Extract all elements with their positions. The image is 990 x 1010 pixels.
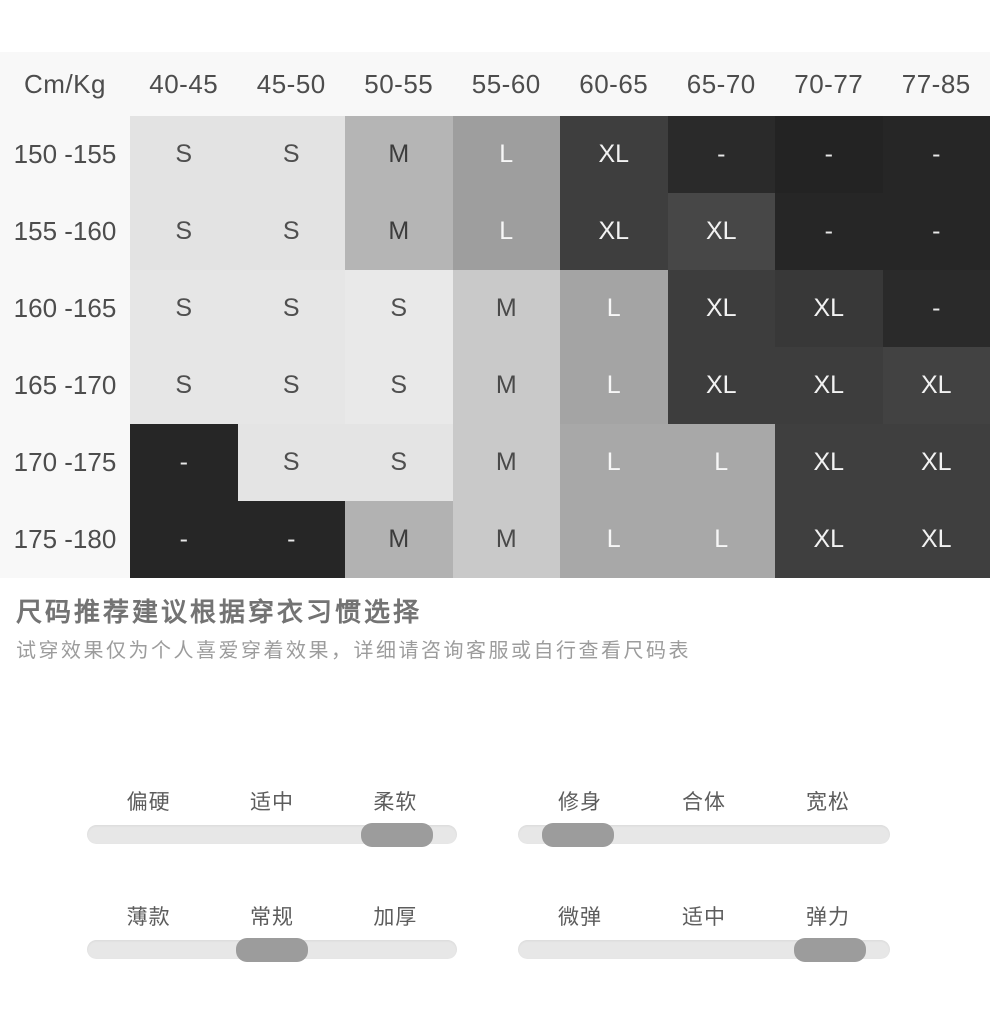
size-cell: S (237, 270, 345, 347)
size-cell: XL (775, 347, 883, 424)
size-cell: XL (882, 347, 990, 424)
size-cell: L (560, 424, 668, 501)
size-cell: XL (775, 424, 883, 501)
slider-label: 薄款 (126, 906, 171, 929)
size-cell: M (345, 501, 453, 578)
slider-fit-track[interactable] (518, 823, 890, 847)
weight-header: 65-70 (686, 68, 756, 99)
size-cell: - (130, 424, 238, 501)
slider-label: 常规 (249, 906, 294, 929)
slider-elasticity: 微弹 适中 弹力 (518, 901, 890, 962)
size-cell: M (452, 501, 560, 578)
size-cell: S (237, 347, 345, 424)
slider-fit-labels: 修身 合体 宽松 (518, 786, 890, 816)
slider-label: 宽松 (806, 791, 850, 814)
size-cell: XL (882, 501, 990, 578)
weight-header: 70-77 (794, 68, 864, 99)
size-note-subtitle: 试穿效果仅为个人喜爱穿着效果，详细请咨询客服或自行查看尺码表 (16, 640, 691, 662)
slider-hardness-track[interactable] (87, 823, 457, 847)
size-cell: S (237, 193, 345, 270)
size-cell: M (452, 347, 560, 424)
height-label: 175 -180 (13, 524, 117, 554)
size-cell: M (452, 424, 560, 501)
height-label: 155 -160 (13, 216, 117, 246)
size-cell: - (775, 193, 883, 270)
size-cell: - (237, 501, 345, 578)
slider-label: 柔软 (373, 791, 418, 814)
weight-header: 60-65 (579, 68, 649, 99)
slider-label: 偏硬 (126, 791, 171, 814)
size-cell: XL (775, 270, 883, 347)
slider-label: 微弹 (558, 906, 602, 929)
weight-header: 40-45 (149, 68, 219, 99)
size-cell: - (667, 116, 775, 193)
size-table-section: Cm/Kg 40-45 45-50 50-55 55-60 60-65 65-70 70-77… (0, 52, 990, 578)
size-cell: S (345, 424, 453, 501)
slider-hardness-labels: 偏硬 适中 柔软 (87, 786, 457, 816)
size-cell: S (130, 116, 238, 193)
size-cell: S (345, 347, 453, 424)
size-cell: XL (667, 270, 775, 347)
size-cell: S (237, 424, 345, 501)
slider-hardness-thumb[interactable] (361, 823, 433, 847)
size-cell: L (667, 424, 775, 501)
size-cell: M (345, 193, 453, 270)
size-note-title: 尺码推荐建议根据穿衣习惯选择 (16, 597, 423, 627)
slider-thickness-thumb[interactable] (236, 938, 308, 962)
size-cell: - (882, 193, 990, 270)
size-cell: XL (667, 347, 775, 424)
height-label: 160 -165 (13, 293, 117, 323)
size-cell: - (775, 116, 883, 193)
weight-header: 45-50 (256, 68, 326, 99)
height-label: 170 -175 (13, 447, 117, 477)
size-cell: M (452, 270, 560, 347)
size-cell: M (345, 116, 453, 193)
size-cell: - (882, 116, 990, 193)
slider-label: 适中 (682, 906, 726, 929)
size-cell: L (560, 347, 668, 424)
size-grid: Cm/Kg 40-45 45-50 50-55 55-60 60-65 65-70 70-77… (0, 52, 990, 578)
slider-elasticity-thumb[interactable] (794, 938, 866, 962)
slider-label: 加厚 (373, 906, 418, 929)
slider-thickness-labels: 薄款 常规 加厚 (87, 901, 457, 931)
size-cell: S (345, 270, 453, 347)
slider-elasticity-track[interactable] (518, 938, 890, 962)
size-cell: S (130, 193, 238, 270)
slider-thickness: 薄款 常规 加厚 (87, 901, 457, 962)
height-label: 165 -170 (13, 370, 117, 400)
size-cell: L (667, 501, 775, 578)
size-cell: - (130, 501, 238, 578)
size-cell: S (130, 347, 238, 424)
size-cell: L (452, 193, 560, 270)
slider-fit: 修身 合体 宽松 (518, 786, 890, 847)
size-cell: L (560, 270, 668, 347)
slider-label: 修身 (558, 791, 602, 814)
size-cell: S (237, 116, 345, 193)
weight-header: 55-60 (471, 68, 541, 99)
weight-header: 50-55 (364, 68, 434, 99)
size-cell: L (452, 116, 560, 193)
size-cell: S (130, 270, 238, 347)
size-cell: - (882, 270, 990, 347)
weight-header: 77-85 (901, 68, 971, 99)
slider-elasticity-labels: 微弹 适中 弹力 (518, 901, 890, 931)
slider-fit-thumb[interactable] (542, 823, 614, 847)
height-label: 150 -155 (13, 139, 117, 169)
size-cell: XL (560, 193, 668, 270)
size-cell: XL (882, 424, 990, 501)
size-cell: XL (560, 116, 668, 193)
size-cell: XL (775, 501, 883, 578)
slider-label: 合体 (682, 791, 726, 814)
slider-label: 适中 (249, 791, 294, 814)
slider-label: 弹力 (806, 906, 850, 929)
slider-hardness: 偏硬 适中 柔软 (87, 786, 457, 847)
table-corner-label: Cm/Kg (24, 68, 106, 99)
size-cell: XL (667, 193, 775, 270)
size-cell: L (560, 501, 668, 578)
slider-thickness-track[interactable] (87, 938, 457, 962)
